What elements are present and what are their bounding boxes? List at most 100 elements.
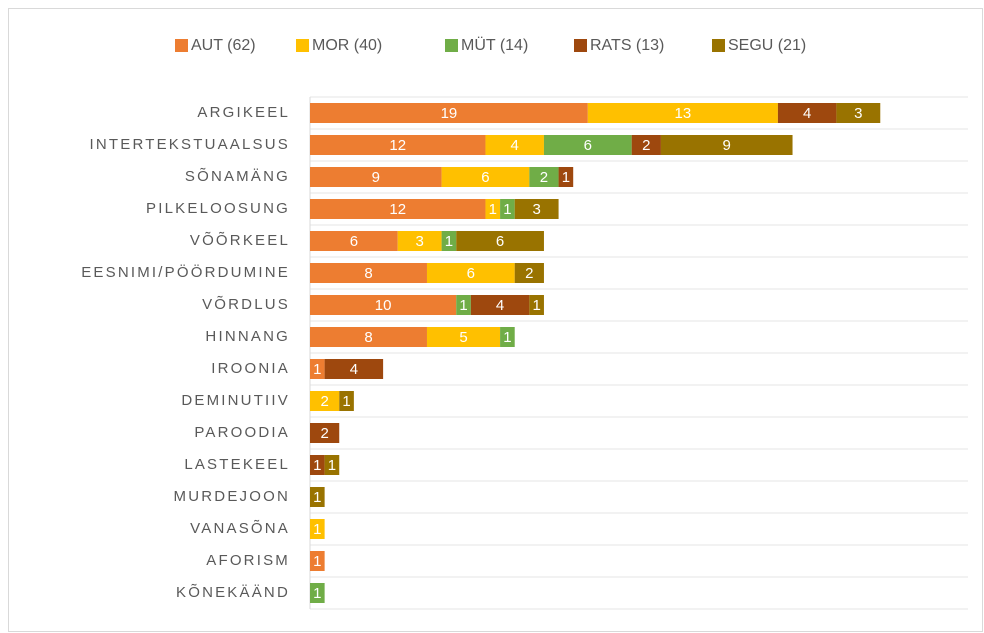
bar-segment (310, 583, 325, 603)
data-label: 1 (532, 297, 540, 314)
bar-segment (310, 327, 427, 347)
data-label: 8 (364, 329, 372, 346)
data-label: 3 (532, 201, 540, 218)
data-label: 2 (525, 265, 533, 282)
data-label: 6 (481, 169, 489, 186)
bar-segment (339, 391, 354, 411)
y-tick-label: VANASÕNA (190, 520, 290, 537)
y-tick-label: MURDEJOON (174, 488, 290, 505)
data-label: 1 (313, 489, 321, 506)
data-label: 1 (313, 457, 321, 474)
bar-segment (587, 103, 778, 123)
y-tick-label: HINNANG (205, 328, 290, 345)
y-tick-label: IROONIA (211, 360, 290, 377)
bar-segment (485, 199, 501, 219)
data-label: 1 (503, 329, 511, 346)
bar-segment (310, 423, 340, 443)
data-label: 2 (320, 425, 328, 442)
data-label: 6 (350, 233, 358, 250)
data-label: 1 (562, 169, 570, 186)
data-label: 4 (803, 105, 811, 122)
bar-segment (397, 231, 442, 251)
y-tick-label: VÕRDLUS (202, 296, 290, 313)
data-label: 9 (723, 137, 731, 154)
data-label: 12 (389, 137, 406, 154)
bar-segment (310, 199, 486, 219)
legend-swatch (445, 39, 458, 52)
data-label: 4 (511, 137, 519, 154)
legend-swatch (175, 39, 188, 52)
data-label: 6 (584, 137, 592, 154)
bar-segment (514, 199, 559, 219)
data-label: 4 (496, 297, 504, 314)
legend-label: AUT (62) (191, 37, 256, 54)
legend-label: SEGU (21) (728, 37, 806, 54)
y-tick-label: SÕNAMÄNG (185, 168, 290, 185)
data-label: 1 (313, 585, 321, 602)
data-label: 1 (313, 521, 321, 538)
data-label: 8 (364, 265, 372, 282)
y-tick-label: PAROODIA (194, 424, 290, 441)
bar-segment (310, 263, 427, 283)
bar-segment (777, 103, 837, 123)
bar-segment (836, 103, 881, 123)
bar-segment (543, 135, 632, 155)
data-label: 1 (503, 201, 511, 218)
y-tick-label: DEMINUTIIV (181, 392, 290, 409)
data-label: 19 (441, 105, 458, 122)
data-label: 1 (459, 297, 467, 314)
bar-segment (426, 327, 501, 347)
data-label: 2 (540, 169, 548, 186)
bar-segment (310, 391, 340, 411)
y-tick-label: KÕNEKÄÄND (176, 584, 290, 601)
bar-segment (310, 167, 442, 187)
data-label: 4 (350, 361, 358, 378)
bar-segment (558, 167, 574, 187)
y-tick-label: EESNIMI/PÖÖRDUMINE (81, 263, 290, 281)
data-label: 1 (313, 361, 321, 378)
data-label: 1 (489, 201, 497, 218)
data-label: 6 (467, 265, 475, 282)
legend-swatch (296, 39, 309, 52)
bar-segment (310, 103, 588, 123)
legend-label: RATS (13) (590, 37, 664, 54)
bar-segment (660, 135, 793, 155)
data-label: 3 (415, 233, 423, 250)
bar-segment (470, 295, 530, 315)
bar-segment (529, 295, 544, 315)
legend-swatch (574, 39, 587, 52)
bar-segment (529, 167, 559, 187)
data-label: 1 (328, 457, 336, 474)
bar-segment (456, 231, 544, 251)
data-label: 6 (496, 233, 504, 250)
legend-swatch (712, 39, 725, 52)
data-label: 3 (854, 105, 862, 122)
data-label: 12 (389, 201, 406, 218)
bar-segment (310, 519, 325, 539)
data-label: 2 (642, 137, 650, 154)
data-label: 1 (313, 553, 321, 570)
legend-label: MOR (40) (312, 37, 382, 54)
chart-border (8, 8, 983, 632)
data-label: 1 (342, 393, 350, 410)
bar-segment (426, 263, 515, 283)
bar-segment (310, 231, 398, 251)
y-tick-label: AFORISM (206, 552, 290, 569)
bar-segment (500, 199, 515, 219)
y-tick-label: VÕÕRKEEL (190, 232, 290, 249)
y-tick-label: PILKELOOSUNG (146, 200, 290, 217)
bar-segment (485, 135, 544, 155)
bar-segment (456, 295, 471, 315)
y-tick-label: LASTEKEEL (184, 456, 290, 473)
bar-segment (324, 359, 384, 379)
bar-segment (310, 135, 486, 155)
bar-segment (514, 263, 544, 283)
bar-segment (441, 167, 530, 187)
bar-segment (310, 359, 325, 379)
data-label: 5 (459, 329, 467, 346)
data-label: 2 (320, 393, 328, 410)
data-label: 1 (445, 233, 453, 250)
bar-segment (324, 455, 340, 475)
legend-label: MÜT (14) (461, 36, 528, 54)
